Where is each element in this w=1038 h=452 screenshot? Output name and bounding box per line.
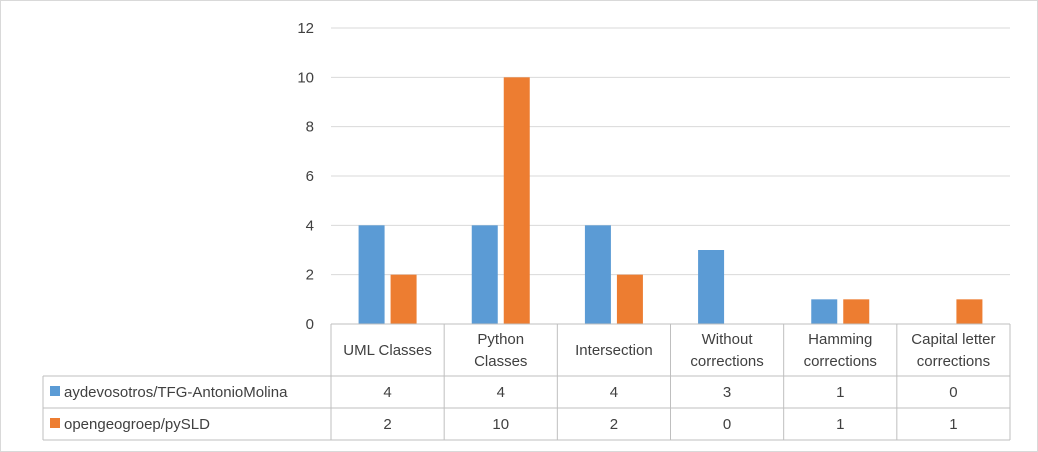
data-table-value: 4 bbox=[497, 384, 505, 401]
y-tick-label: 8 bbox=[306, 119, 314, 136]
bar-series-2 bbox=[843, 299, 870, 324]
y-tick-label: 12 bbox=[297, 20, 314, 37]
data-table: UML Classes Python Classes Intersection With… bbox=[42, 323, 1011, 441]
data-table-value: 2 bbox=[383, 416, 391, 433]
data-table-value: 1 bbox=[836, 384, 844, 401]
legend-swatch bbox=[50, 418, 60, 428]
category-label: Without bbox=[702, 331, 754, 348]
bar-series-2 bbox=[390, 274, 417, 324]
category-label: Python bbox=[477, 331, 524, 348]
bar-series-1 bbox=[811, 299, 838, 324]
bar-series-2 bbox=[616, 274, 643, 324]
bars bbox=[358, 77, 983, 324]
bar-series-1 bbox=[471, 225, 498, 324]
category-label: corrections bbox=[690, 353, 763, 370]
y-tick-label: 4 bbox=[306, 217, 314, 234]
legend-series-name: aydevosotros/TFG-AntonioMolina bbox=[64, 384, 288, 401]
category-label: Hamming bbox=[808, 331, 872, 348]
y-tick-label: 10 bbox=[297, 69, 314, 86]
bar-series-1 bbox=[358, 225, 385, 324]
y-tick-label: 2 bbox=[306, 267, 314, 284]
category-label: Intersection bbox=[575, 342, 653, 359]
category-label: Classes bbox=[474, 353, 527, 370]
legend-series-name: opengeogroep/pySLD bbox=[64, 416, 210, 433]
data-table-value: 4 bbox=[610, 384, 618, 401]
category-label: corrections bbox=[804, 353, 877, 370]
category-label: Capital letter bbox=[911, 331, 995, 348]
gridlines bbox=[331, 27, 1010, 325]
y-tick-label: 6 bbox=[306, 168, 314, 185]
data-table-value: 3 bbox=[723, 384, 731, 401]
y-axis-ticks: 0 2 4 6 8 10 12 bbox=[297, 20, 314, 333]
legend-swatch bbox=[50, 386, 60, 396]
category-label: UML Classes bbox=[343, 342, 432, 359]
bar-series-2 bbox=[503, 77, 530, 324]
bar-series-1 bbox=[698, 250, 725, 324]
y-tick-label: 0 bbox=[306, 316, 314, 333]
category-label: corrections bbox=[917, 353, 990, 370]
data-table-value: 1 bbox=[949, 416, 957, 433]
bar-series-2 bbox=[956, 299, 983, 324]
data-table-value: 2 bbox=[610, 416, 618, 433]
data-table-value: 10 bbox=[492, 416, 509, 433]
data-table-value: 4 bbox=[383, 384, 391, 401]
data-table-value: 0 bbox=[723, 416, 731, 433]
data-table-value: 0 bbox=[949, 384, 957, 401]
bar-series-1 bbox=[584, 225, 611, 324]
data-table-value: 1 bbox=[836, 416, 844, 433]
